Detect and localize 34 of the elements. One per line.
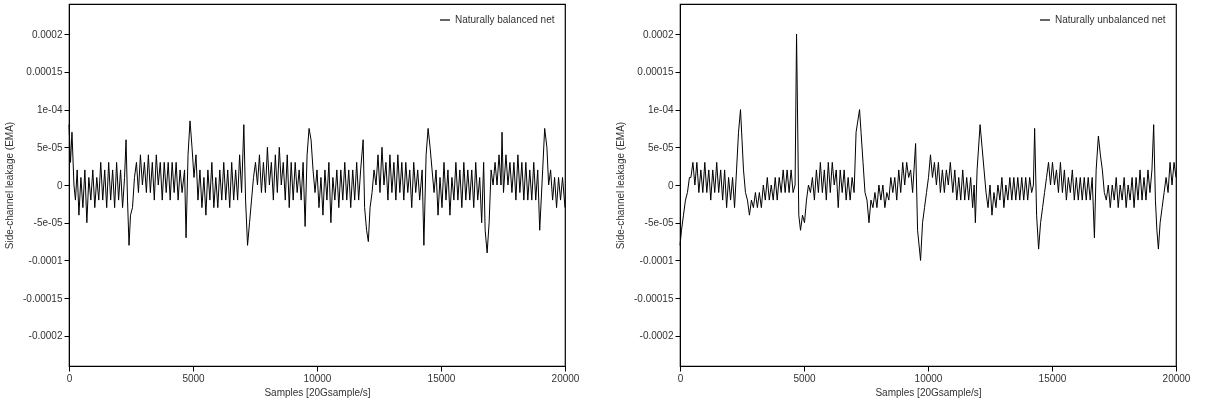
y-tick-label: 1e-04 bbox=[647, 104, 674, 116]
x-tick-label: 15000 bbox=[1038, 372, 1067, 384]
legend-label: Naturally unbalanced net bbox=[1055, 14, 1166, 25]
legend-label: Naturally balanced net bbox=[455, 14, 555, 25]
x-tick-label: 5000 bbox=[182, 372, 206, 384]
y-axis-title: Side-channel leakage (EMA) bbox=[4, 121, 16, 250]
y-tick-label: 1e-04 bbox=[36, 104, 63, 116]
x-axis-title: Samples [20Gsample/s] bbox=[875, 386, 982, 398]
x-tick-label: 15000 bbox=[427, 372, 456, 384]
y-tick-label: -0.0002 bbox=[28, 330, 63, 342]
y-tick-label: 0.00015 bbox=[26, 66, 63, 78]
y-tick-label: 0.00015 bbox=[637, 66, 674, 78]
y-tick-label: -0.00015 bbox=[634, 292, 674, 304]
y-tick-label: 0 bbox=[667, 179, 674, 191]
x-tick-label: 10000 bbox=[914, 372, 943, 384]
x-tick-label: 0 bbox=[66, 372, 73, 384]
x-tick-label: 20000 bbox=[1162, 372, 1191, 384]
y-tick-label: 5e-05 bbox=[36, 141, 63, 153]
x-tick-label: 20000 bbox=[551, 372, 580, 384]
y-tick-label: 5e-05 bbox=[647, 141, 674, 153]
x-tick-label: 0 bbox=[677, 372, 684, 384]
y-tick-label: 0.0002 bbox=[642, 28, 674, 40]
y-tick-label: -0.00015 bbox=[23, 292, 63, 304]
y-tick-label: 0.0002 bbox=[31, 28, 63, 40]
x-tick-label: 10000 bbox=[303, 372, 332, 384]
y-tick-label: -5e-05 bbox=[33, 217, 63, 229]
y-tick-label: -0.0002 bbox=[639, 330, 674, 342]
y-tick-label: -5e-05 bbox=[644, 217, 674, 229]
y-tick-label: 0 bbox=[56, 179, 63, 191]
y-axis-title: Side-channel leakage (EMA) bbox=[615, 121, 627, 250]
y-tick-label: -0.0001 bbox=[28, 254, 63, 266]
x-tick-label: 5000 bbox=[793, 372, 817, 384]
x-axis-title: Samples [20Gsample/s] bbox=[264, 386, 371, 398]
y-tick-label: -0.0001 bbox=[639, 254, 674, 266]
